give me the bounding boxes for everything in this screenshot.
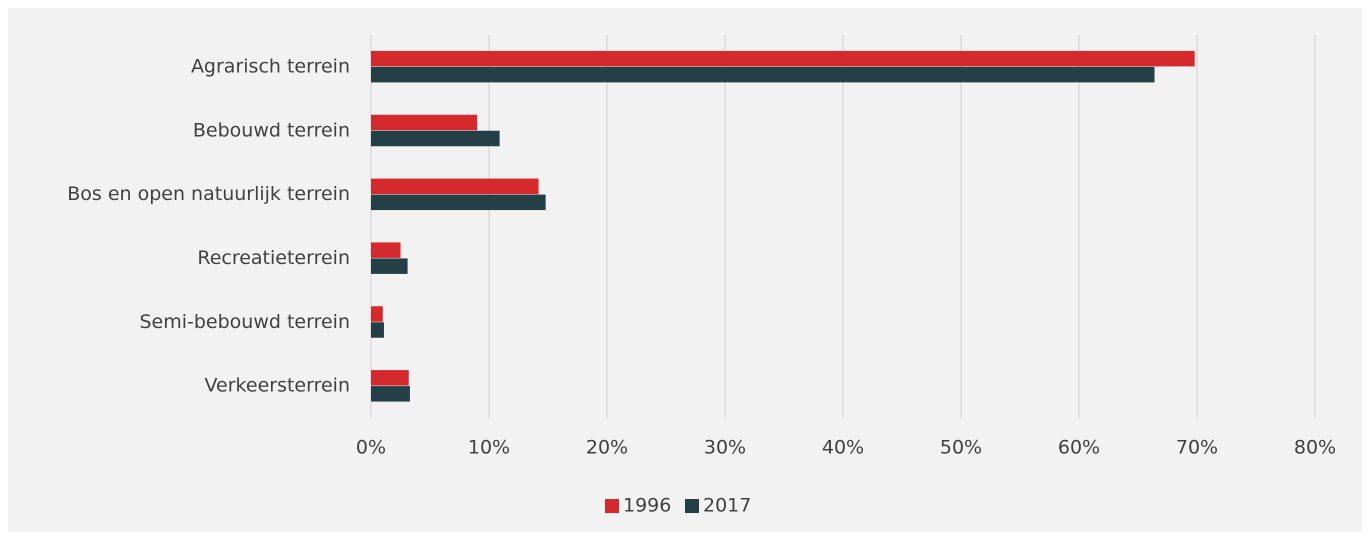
x-tick-label: 30% — [704, 437, 746, 459]
y-tick-label: Bos en open natuurlijk terrein — [67, 183, 350, 205]
bar — [371, 66, 1155, 83]
x-tick-label: 0% — [356, 437, 386, 459]
bar — [371, 194, 546, 211]
legend-swatch — [685, 499, 699, 513]
bar — [371, 114, 478, 131]
legend-label: 2017 — [703, 495, 751, 517]
y-tick-label: Agrarisch terrein — [191, 55, 350, 77]
x-tick-label: 80% — [1294, 437, 1336, 459]
bar — [371, 50, 1195, 67]
bar — [371, 370, 409, 386]
y-tick-label: Bebouwd terrein — [193, 119, 350, 141]
x-tick-label: 60% — [1058, 437, 1100, 459]
x-tick-label: 50% — [940, 437, 982, 459]
x-tick-label: 10% — [468, 437, 510, 459]
x-tick-label: 40% — [822, 437, 864, 459]
legend-swatch — [605, 499, 619, 513]
legend-label: 1996 — [623, 495, 671, 517]
bar — [371, 322, 384, 338]
bar — [371, 242, 401, 258]
x-tick-label: 20% — [586, 437, 628, 459]
bar — [371, 306, 383, 322]
bar — [371, 258, 408, 274]
x-tick-label: 70% — [1176, 437, 1218, 459]
bar — [371, 130, 500, 147]
y-tick-label: Semi-bebouwd terrein — [139, 311, 350, 333]
bar — [371, 386, 410, 402]
chart-background — [8, 8, 1362, 532]
y-tick-label: Recreatieterrein — [197, 247, 350, 269]
y-tick-label: Verkeersterrein — [205, 375, 350, 397]
bar — [371, 178, 539, 195]
